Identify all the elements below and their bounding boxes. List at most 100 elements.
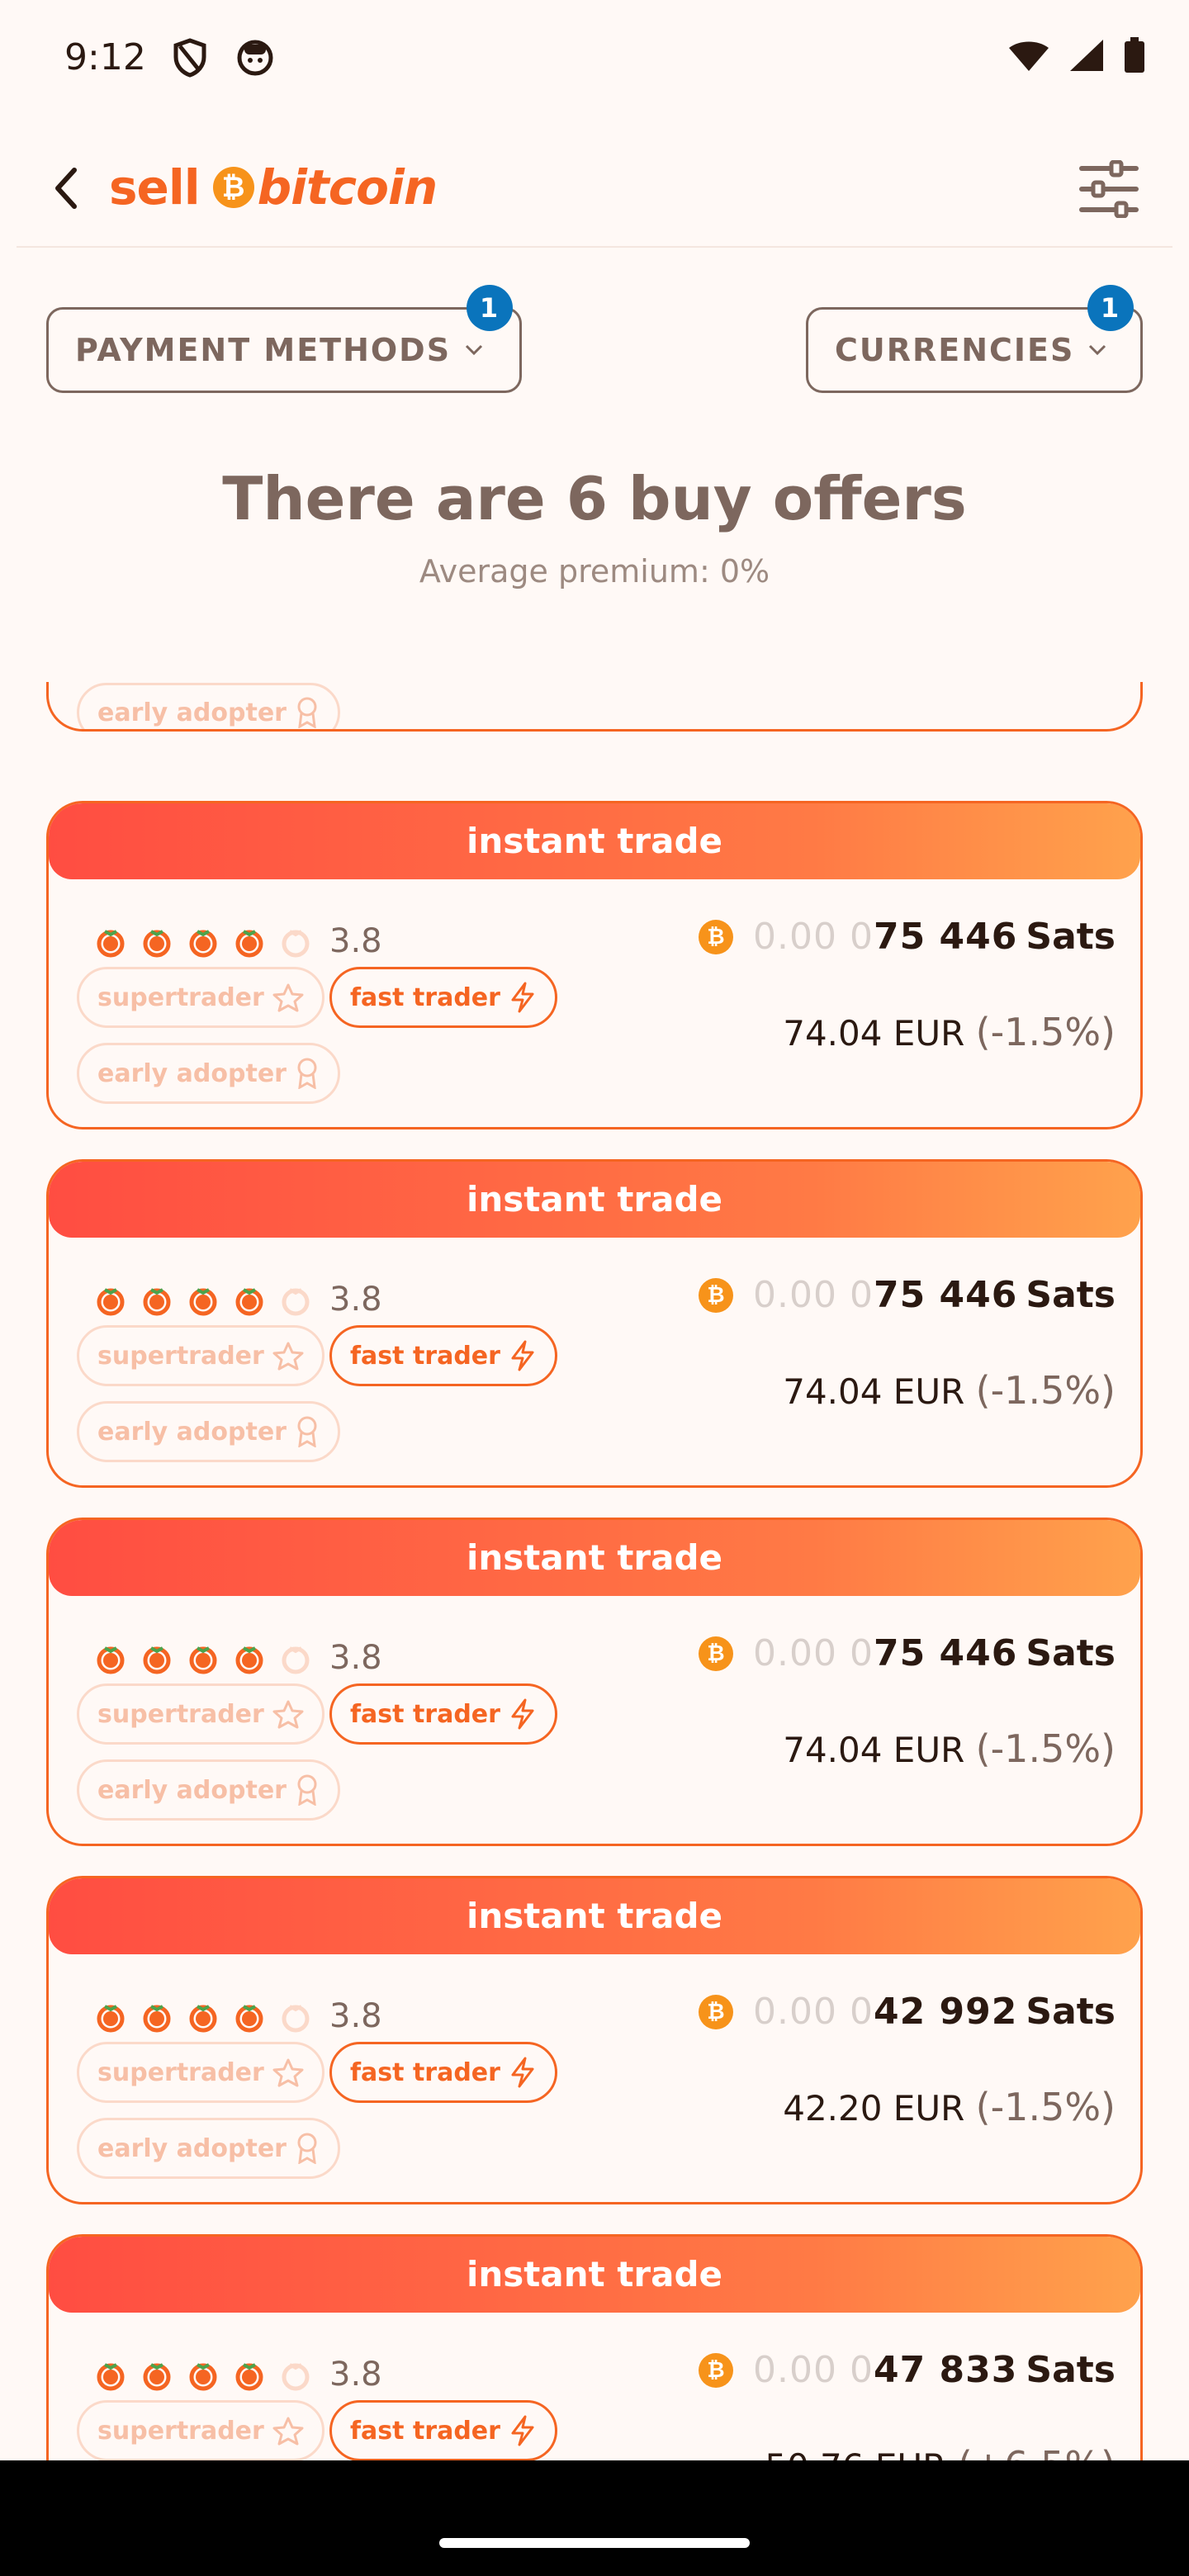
tomato-rating-icon (234, 2358, 265, 2391)
star-icon (272, 2058, 304, 2087)
tomato-rating-icon (95, 1641, 126, 1674)
fiat-price: 50.76 EUR (765, 2446, 946, 2460)
offer-card[interactable]: instant trade 3.8 supertrader fast trade… (46, 801, 1143, 1129)
rating-value: 3.8 (329, 2356, 382, 2394)
amount-leading-zeros: 0.00 0 (753, 1991, 874, 2033)
tomato-rating-icon (95, 2000, 126, 2033)
rating: 3.8 (95, 1281, 382, 1319)
fiat-price: 74.04 EUR (783, 1730, 965, 1770)
amount-unit: Sats (1026, 1274, 1116, 1316)
award-icon (297, 1416, 317, 1447)
offer-card[interactable]: instant trade 3.8 supertrader fast trade… (46, 1876, 1143, 2204)
offer-card[interactable]: early adopter (46, 682, 1143, 732)
wifi-icon (1007, 38, 1050, 76)
status-bar: 9:12 (0, 0, 1189, 116)
offer-price: 74.04 EUR (-1.5%) (783, 1368, 1116, 1413)
amount-sats: 75 446 (873, 1274, 1018, 1316)
offer-price: 74.04 EUR (-1.5%) (783, 1010, 1116, 1054)
early-adopter-badge: early adopter (77, 2118, 340, 2179)
rating: 3.8 (95, 1997, 382, 2035)
amount-leading-zeros: 0.00 0 (753, 2349, 874, 2391)
fiat-price: 42.20 EUR (783, 2088, 965, 2129)
offer-card[interactable]: instant trade 3.8 supertrader fast trade… (46, 1518, 1143, 1846)
star-icon (272, 983, 304, 1012)
fiat-price: 74.04 EUR (783, 1013, 965, 1054)
back-button[interactable] (41, 155, 91, 221)
rating: 3.8 (95, 922, 382, 960)
offer-amount: ₿ 0.00 0 42 992 Sats (699, 1991, 1116, 2033)
amount-leading-zeros: 0.00 0 (753, 916, 874, 958)
early-adopter-badge: early adopter (77, 1043, 340, 1104)
lightning-icon (511, 2415, 534, 2446)
home-gesture-handle[interactable] (439, 2538, 750, 2548)
tomato-rating-icon (234, 2000, 265, 2033)
offer-price: 50.76 EUR (+6.5%) (765, 2443, 1116, 2460)
status-time: 9:12 (64, 36, 146, 78)
bitcoin-icon: ₿ (699, 2352, 734, 2388)
payment-methods-filter[interactable]: PAYMENT METHODS 1 (46, 285, 522, 393)
instant-trade-header: instant trade (49, 1520, 1140, 1596)
chevron-down-icon (466, 344, 483, 356)
tomato-rating-icon (234, 1283, 265, 1316)
bitcoin-icon: ₿ (699, 1994, 734, 2029)
supertrader-badge: supertrader (77, 2042, 324, 2103)
supertrader-badge: supertrader (77, 967, 324, 1028)
logo-sell-text: sell (109, 159, 201, 215)
offer-card[interactable]: instant trade 3.8 supertrader fast trade… (46, 1159, 1143, 1488)
offer-amount: ₿ 0.00 0 75 446 Sats (699, 1274, 1116, 1316)
award-icon (297, 1058, 317, 1089)
star-icon (272, 1700, 304, 1729)
amount-unit: Sats (1026, 2349, 1116, 2391)
chevron-left-icon (55, 168, 77, 209)
tomato-rating-icon (141, 925, 173, 958)
amount-leading-zeros: 0.00 0 (753, 1274, 874, 1316)
payment-methods-count-badge: 1 (467, 285, 513, 331)
tomato-rating-icon (95, 2358, 126, 2391)
award-icon (297, 1774, 317, 1806)
tomato-rating-icon (187, 1283, 219, 1316)
tomato-rating-icon (141, 1283, 173, 1316)
star-icon (272, 1342, 304, 1371)
instant-trade-header: instant trade (49, 1162, 1140, 1238)
tomato-rating-empty-icon (280, 925, 311, 958)
amount-leading-zeros: 0.00 0 (753, 1632, 874, 1674)
chevron-down-icon (1089, 344, 1106, 356)
bitcoin-icon: ₿ (699, 919, 734, 954)
bitcoin-icon: ₿ (212, 167, 254, 208)
tomato-rating-empty-icon (280, 2000, 311, 2033)
offer-amount: ₿ 0.00 0 47 833 Sats (699, 2349, 1116, 2391)
rating-value: 3.8 (329, 922, 382, 960)
offer-card[interactable]: instant trade 3.8 supertrader fast trade… (46, 2234, 1143, 2460)
tomato-rating-empty-icon (280, 1641, 311, 1674)
rating-value: 3.8 (329, 1639, 382, 1677)
currencies-count-badge: 1 (1087, 285, 1134, 331)
tomato-rating-icon (234, 925, 265, 958)
app-header: sell ₿ bitcoin (0, 132, 1189, 248)
offer-amount: ₿ 0.00 0 75 446 Sats (699, 1632, 1116, 1674)
tomato-rating-icon (187, 1641, 219, 1674)
amount-unit: Sats (1026, 916, 1116, 958)
tomato-rating-icon (234, 1641, 265, 1674)
offer-list[interactable]: early adopter instant trade 3.8 supertra… (0, 682, 1189, 2460)
fast-trader-badge: fast trader (329, 967, 557, 1028)
tomato-rating-empty-icon (280, 1283, 311, 1316)
premium: (-1.5%) (975, 1726, 1116, 1771)
tomato-rating-empty-icon (280, 2358, 311, 2391)
sell-bitcoin-logo: sell ₿ bitcoin (109, 150, 438, 225)
amount-unit: Sats (1026, 1632, 1116, 1674)
filter-settings-button[interactable] (1072, 152, 1146, 226)
offer-amount: ₿ 0.00 0 75 446 Sats (699, 916, 1116, 958)
star-icon (272, 2417, 304, 2446)
shield-icon (172, 38, 208, 81)
logo-bitcoin-text: bitcoin (257, 159, 438, 215)
lightning-icon (511, 1698, 534, 1730)
navigation-bar (0, 2460, 1189, 2576)
tomato-rating-icon (95, 1283, 126, 1316)
header-divider (17, 246, 1172, 248)
offer-price: 74.04 EUR (-1.5%) (783, 1726, 1116, 1771)
bitcoin-icon: ₿ (699, 1277, 734, 1313)
premium: (-1.5%) (975, 2085, 1116, 2129)
amount-unit: Sats (1026, 1991, 1116, 2033)
currencies-filter[interactable]: CURRENCIES 1 (806, 285, 1143, 393)
offer-price: 42.20 EUR (-1.5%) (783, 2085, 1116, 2129)
